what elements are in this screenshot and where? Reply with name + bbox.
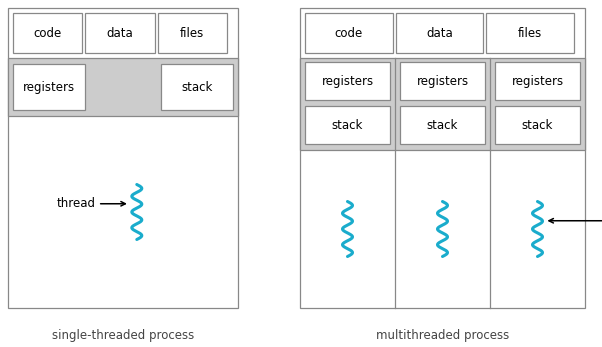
Text: code: code	[34, 26, 62, 40]
Bar	[13, 13, 82, 53]
Bar	[13, 64, 85, 110]
Text: multithreaded process: multithreaded process	[376, 329, 509, 341]
Bar	[305, 13, 393, 53]
Text: files: files	[518, 26, 542, 40]
Text: registers: registers	[23, 81, 75, 93]
Text: data: data	[426, 26, 453, 40]
Bar	[161, 64, 233, 110]
Text: stack: stack	[427, 118, 458, 132]
Bar	[8, 8, 238, 308]
Text: registers: registers	[512, 75, 563, 87]
Text: code: code	[335, 26, 363, 40]
Text: thread: thread	[57, 197, 96, 210]
Text: files: files	[180, 26, 205, 40]
Bar	[85, 13, 155, 53]
Bar	[400, 62, 485, 100]
Bar	[8, 58, 238, 116]
Text: registers: registers	[321, 75, 374, 87]
Bar	[400, 106, 485, 144]
Text: single-threaded process: single-threaded process	[52, 329, 194, 341]
Bar	[158, 13, 227, 53]
Text: stack: stack	[332, 118, 363, 132]
Bar	[486, 13, 574, 53]
Bar	[495, 106, 580, 144]
Text: stack: stack	[181, 81, 213, 93]
Text: stack: stack	[522, 118, 553, 132]
Text: data: data	[107, 26, 134, 40]
Bar	[300, 8, 585, 308]
Bar	[495, 62, 580, 100]
Bar	[300, 58, 585, 150]
Bar	[305, 106, 390, 144]
Bar	[305, 62, 390, 100]
Bar	[396, 13, 483, 53]
Text: registers: registers	[417, 75, 468, 87]
